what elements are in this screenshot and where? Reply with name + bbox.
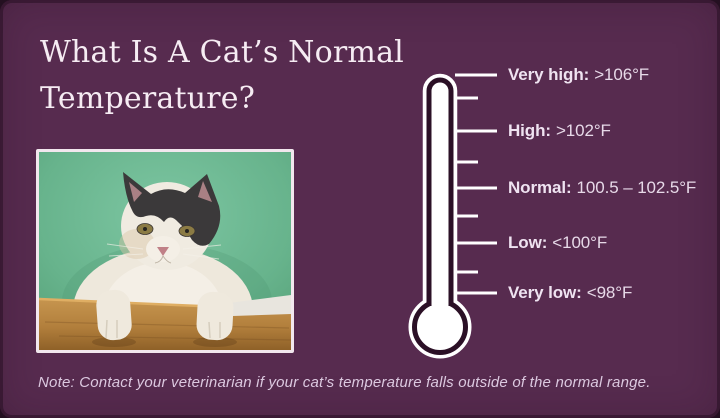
level-row-very-high: Very high: >106°F [508, 64, 649, 86]
level-label: Low: [508, 233, 548, 252]
page-title: What Is A Cat’s Normal Temperature? [40, 35, 404, 116]
level-value: >106°F [594, 65, 650, 84]
level-value: >102°F [555, 121, 611, 140]
cat-photo [36, 149, 294, 353]
level-value: <100°F [552, 233, 608, 252]
note-text: Note: Contact your veterinarian if your … [38, 374, 651, 391]
level-row-very-low: Very low: <98°F [508, 282, 632, 304]
level-row-low: Low: <100°F [508, 232, 607, 254]
cat-illustration [39, 152, 291, 350]
level-label: High: [508, 121, 551, 140]
level-label: Very low: [508, 283, 582, 302]
level-row-high: High: >102°F [508, 120, 611, 142]
level-value: <98°F [586, 283, 633, 302]
level-label: Very high: [508, 65, 590, 84]
level-row-normal: Normal: 100.5 – 102.5°F [508, 177, 696, 199]
level-label: Normal: [508, 178, 572, 197]
level-value: 100.5 – 102.5°F [576, 178, 697, 197]
